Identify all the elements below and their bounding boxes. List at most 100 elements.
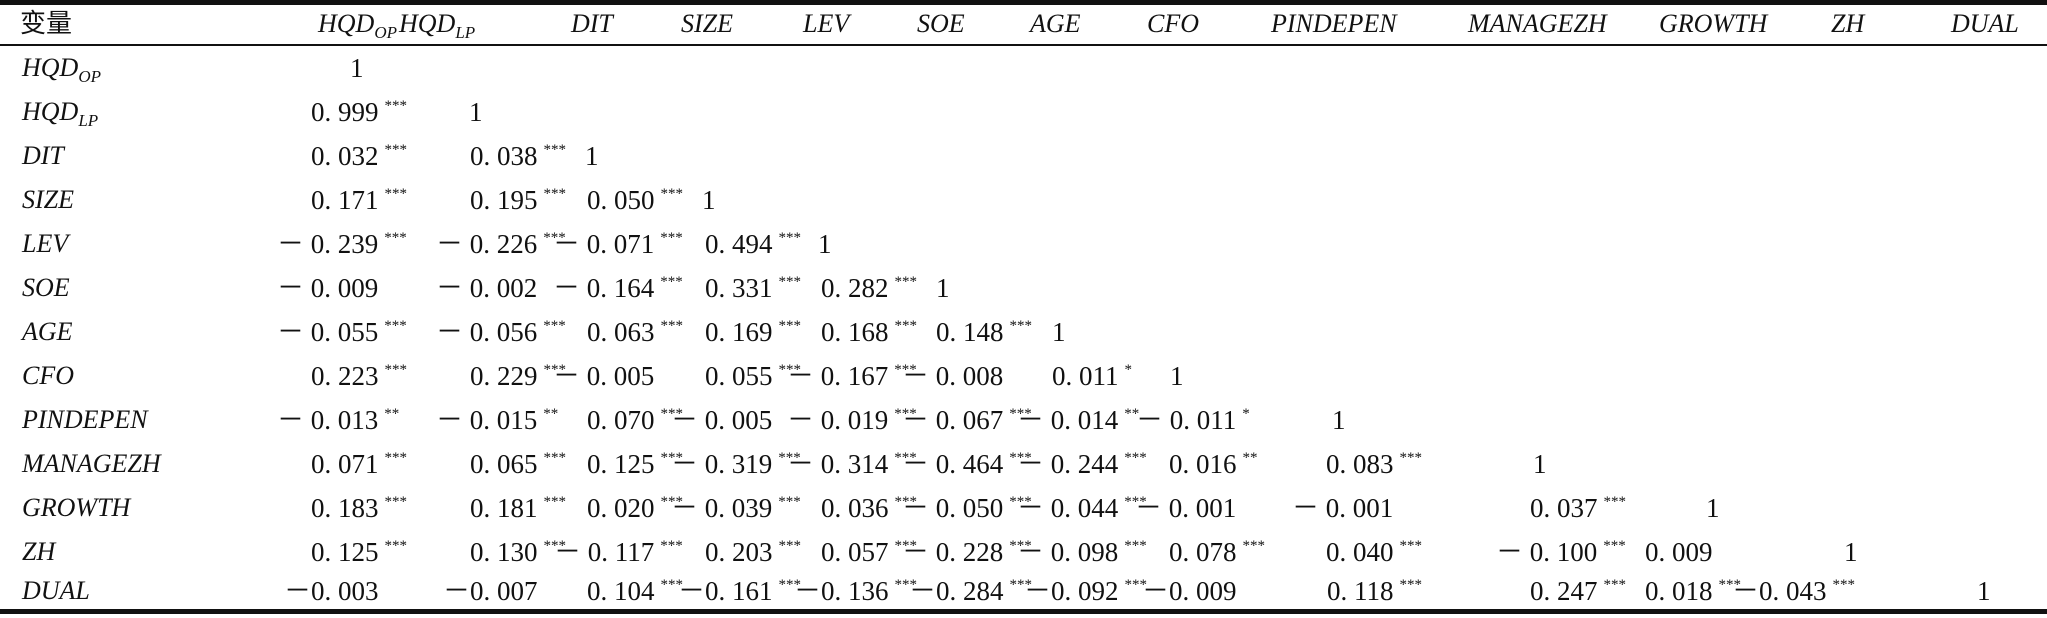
correlation-cell: － 0. 098 *** — [1017, 530, 1147, 574]
correlation-cell: 0. 331 *** — [705, 266, 801, 310]
correlation-value: 0. 171 — [311, 185, 379, 215]
correlation-cell: 0. 055 *** — [705, 354, 801, 398]
correlation-cell: 1 — [702, 178, 716, 222]
correlation-value: 0. 057 — [821, 537, 889, 567]
correlation-cell: 0. 118 *** — [1327, 569, 1422, 613]
correlation-value: － 0. 005 — [671, 405, 773, 435]
correlation-value: － 0. 167 — [787, 361, 889, 391]
correlation-cell: 1 — [1170, 354, 1184, 398]
significance-stars: *** — [543, 186, 567, 202]
correlation-value: 0. 055 — [705, 361, 773, 391]
correlation-cell: 0. 071 *** — [311, 442, 407, 486]
significance-stars: ** — [543, 406, 559, 422]
correlation-cell: － 0. 011 * — [1136, 398, 1250, 442]
column-header-pindepen: PINDEPEN — [1271, 9, 1397, 38]
significance-stars: *** — [778, 318, 802, 334]
correlation-value: － 0. 001 — [1292, 493, 1394, 523]
correlation-cell: － 0. 002 — [436, 266, 537, 310]
correlation-value: － 0. 100 — [1496, 537, 1598, 567]
correlation-value: 0. 169 — [705, 317, 773, 347]
correlation-cell: 0. 065 *** — [470, 442, 566, 486]
correlation-value: 0. 494 — [705, 229, 773, 259]
correlation-value: 0. 011 — [1052, 361, 1119, 391]
correlation-cell: － 0. 055 *** — [277, 310, 407, 354]
correlation-value: 0. 247 — [1530, 576, 1598, 606]
row-label-hqd-op: HQDOP — [22, 53, 102, 87]
correlation-value: 1 — [1844, 537, 1858, 567]
correlation-value: 0. 063 — [587, 317, 655, 347]
correlation-value: 0. 183 — [311, 493, 379, 523]
correlation-cell: － 0. 319 *** — [671, 442, 801, 486]
correlation-cell: 1 — [1977, 569, 1991, 613]
significance-stars: *** — [384, 186, 408, 202]
correlation-cell: 1 — [1844, 530, 1858, 574]
correlation-cell: －0. 284 *** — [909, 569, 1032, 613]
correlation-cell: － 0. 167 *** — [787, 354, 917, 398]
column-header-age: AGE — [1030, 9, 1081, 38]
significance-stars: ** — [1124, 406, 1140, 422]
significance-stars: *** — [660, 274, 683, 290]
correlation-cell: 0. 038 *** — [470, 134, 566, 178]
correlation-value: 0. 148 — [936, 317, 1004, 347]
correlation-value: 1 — [1170, 361, 1184, 391]
correlation-value: －0. 136 — [794, 576, 889, 606]
correlation-value: － 0. 067 — [902, 405, 1004, 435]
correlation-cell: － 0. 009 — [277, 266, 378, 310]
correlation-value: － 0. 014 — [1017, 405, 1119, 435]
correlation-cell: －0. 136 *** — [794, 569, 917, 613]
significance-stars: *** — [1009, 494, 1032, 510]
correlation-cell: 0. 203 *** — [705, 530, 801, 574]
correlation-value: 0. 282 — [821, 273, 889, 303]
significance-stars: *** — [894, 494, 918, 510]
correlation-value: － 0. 009 — [277, 273, 379, 303]
significance-stars: *** — [778, 230, 802, 246]
correlation-cell: － 0. 019 *** — [787, 398, 917, 442]
column-header-hqd-op: HQDOP — [318, 9, 398, 43]
correlation-value: 0. 195 — [470, 185, 538, 215]
significance-stars: *** — [660, 450, 684, 466]
significance-stars: *** — [1832, 577, 1856, 593]
significance-stars: *** — [894, 450, 917, 466]
correlation-cell: － 0. 014 ** — [1017, 398, 1139, 442]
correlation-value: － 0. 013 — [277, 405, 379, 435]
correlation-cell: 0. 078 *** — [1169, 530, 1265, 574]
significance-stars: *** — [543, 318, 566, 334]
correlation-cell: － 0. 117 *** — [554, 530, 683, 574]
significance-stars: *** — [1399, 450, 1423, 466]
correlation-value: 0. 203 — [705, 537, 773, 567]
correlation-value: 1 — [1332, 405, 1346, 435]
correlation-value: 0. 223 — [311, 361, 379, 391]
significance-stars: *** — [384, 142, 408, 158]
correlation-cell: 0. 148 *** — [936, 310, 1032, 354]
correlation-value: － 0. 050 — [902, 493, 1004, 523]
correlation-cell: 0. 999 *** — [311, 90, 407, 134]
significance-stars: *** — [384, 230, 407, 246]
table-top-rule — [0, 0, 2047, 5]
row-label-cfo: CFO — [22, 361, 74, 390]
correlation-value: －0. 284 — [909, 576, 1004, 606]
correlation-value: － 0. 055 — [277, 317, 379, 347]
correlation-value: － 0. 015 — [436, 405, 538, 435]
correlation-cell: －0. 003 — [284, 569, 379, 613]
correlation-value: － 0. 005 — [553, 361, 655, 391]
significance-stars: *** — [384, 318, 407, 334]
correlation-value: 0. 050 — [587, 185, 655, 215]
significance-stars: *** — [894, 318, 918, 334]
significance-stars: *** — [778, 274, 802, 290]
correlation-value: － 0. 039 — [671, 493, 773, 523]
correlation-cell: － 0. 044 *** — [1017, 486, 1147, 530]
column-header-growth: GROWTH — [1659, 9, 1768, 38]
significance-stars: *** — [384, 362, 408, 378]
significance-stars: *** — [384, 494, 408, 510]
correlation-value: 0. 168 — [821, 317, 889, 347]
row-label-zh: ZH — [22, 537, 56, 566]
correlation-value: －0. 043 — [1732, 576, 1827, 606]
column-header-size: SIZE — [681, 9, 733, 38]
significance-stars: *** — [384, 98, 408, 114]
correlation-cell: 0. 247 *** — [1530, 569, 1626, 613]
correlation-value: － 0. 001 — [1135, 493, 1237, 523]
correlation-cell: － 0. 001 — [1135, 486, 1236, 530]
significance-stars: *** — [1399, 577, 1423, 593]
correlation-cell: 1 — [469, 90, 483, 134]
significance-stars: *** — [543, 230, 566, 246]
